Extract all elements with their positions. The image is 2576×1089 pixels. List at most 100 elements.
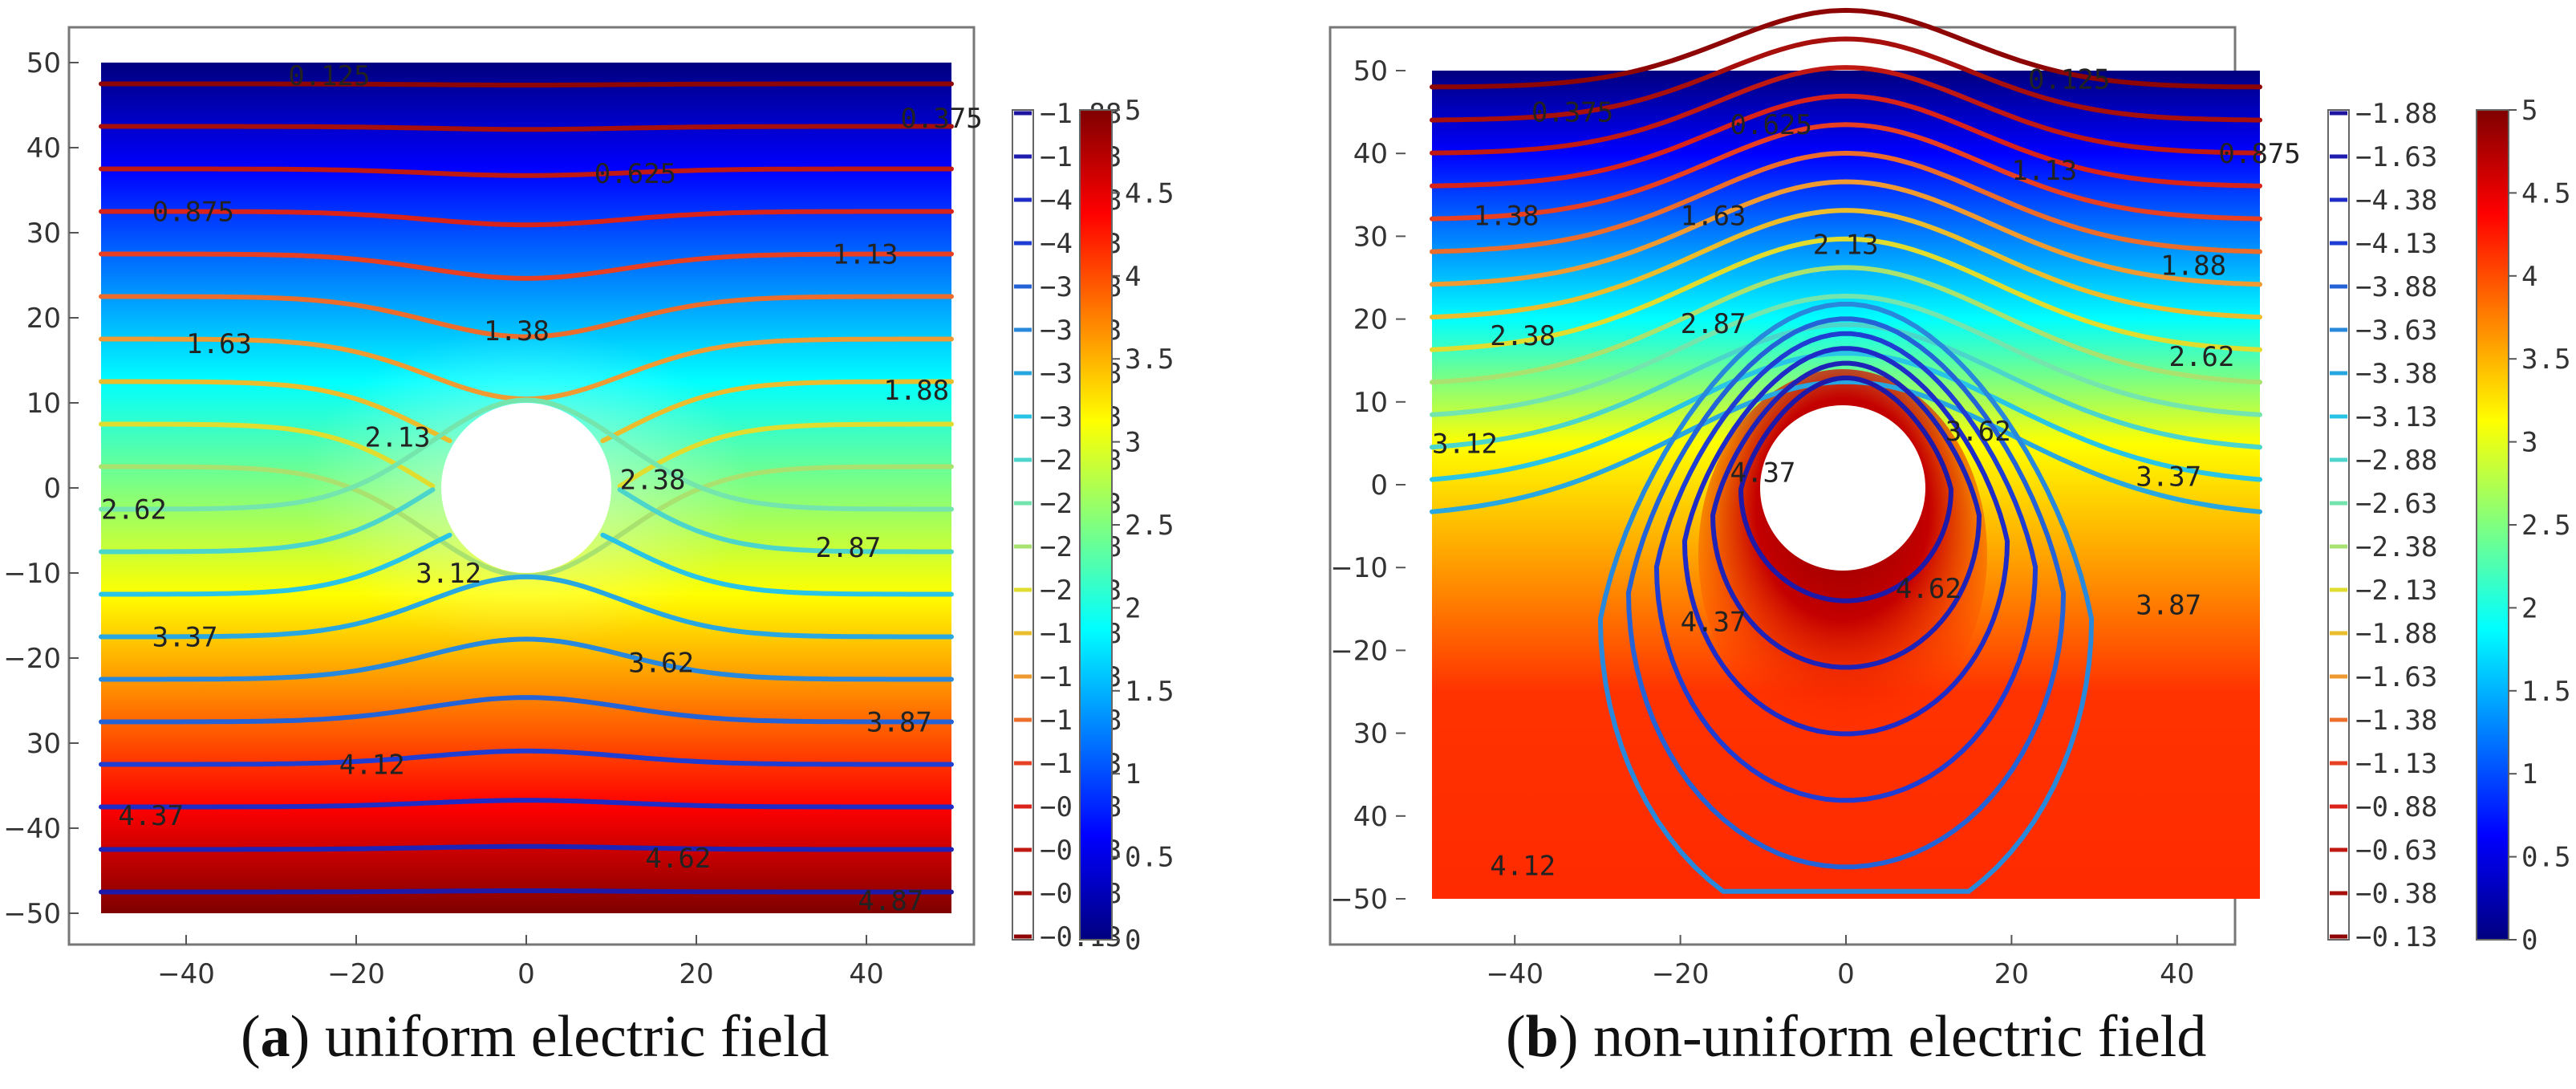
y-tick-label: −50 [3, 898, 61, 930]
y-tick-label: −40 [3, 813, 61, 845]
contour-line [99, 294, 954, 339]
contour-label: 1.88 [2160, 250, 2226, 282]
contour-label: 2.38 [620, 464, 686, 496]
contour-label: 0.875 [152, 197, 234, 229]
contour-line [99, 532, 954, 597]
level-label: −1.13 [2355, 748, 2437, 780]
contour-level-legend-b: −1.88 −1.63 −4.38 −4.13 −3.88 −3.63 −3.38 −3.13… [2327, 98, 2437, 953]
level-label: −2.13 [2355, 575, 2437, 607]
contour-line [1430, 208, 2262, 320]
x-tick-label: −20 [1652, 958, 1710, 990]
contour-label: 3.37 [2136, 461, 2201, 494]
contour-label: 1.13 [2011, 155, 2077, 187]
level-label: −4.13 [2355, 228, 2437, 260]
y-tick-label: 20 [26, 303, 61, 335]
contour-line [99, 209, 954, 228]
colorbar-strip-b [2476, 109, 2509, 941]
contour-line [99, 636, 954, 682]
contour-label: 3.87 [866, 707, 932, 739]
contour-label: 3.12 [1432, 428, 1498, 460]
contour-line [99, 166, 954, 178]
contour-label: 1.38 [484, 315, 550, 347]
contour-line [1430, 322, 2262, 450]
contour-label: 4.12 [1490, 851, 1556, 883]
colorbar-tick-label: 0 [1125, 924, 1141, 957]
contour-line [1597, 302, 2095, 894]
y-tick-label: 10 [26, 388, 61, 420]
level-label: −2.38 [2355, 531, 2437, 563]
contour-label: 2.62 [2168, 341, 2234, 373]
level-label: −0.63 [2355, 835, 2437, 867]
contour-line [1430, 93, 2262, 189]
colorbar-tick-label: 2.5 [2521, 510, 2570, 542]
contour-label: 0.875 [2218, 138, 2300, 170]
level-label: −1.63 [2355, 141, 2437, 173]
contour-label: 3.62 [1945, 416, 2011, 448]
contour-label: 1.13 [833, 239, 899, 271]
colorbar-tick-label: 4 [1125, 261, 1141, 293]
contour-line [99, 843, 954, 852]
contour-label: 0.125 [288, 60, 370, 92]
y-tick-label: 40 [1353, 138, 1388, 170]
y-tick-label: −20 [1330, 635, 1388, 667]
x-axis-ticks-a: −40 −20 0 20 40 [157, 935, 884, 990]
contour-line [99, 421, 954, 489]
contour-label: 0.625 [1730, 109, 1812, 141]
contour-label: 3.87 [2136, 590, 2201, 622]
contour-line [99, 888, 954, 895]
contour-line [1430, 379, 2262, 514]
contour-label: 3.62 [628, 647, 694, 679]
contour-line [99, 695, 954, 725]
colorbar-tick-label: 5 [2521, 95, 2537, 127]
contours-b [1430, 7, 2262, 894]
x-tick-label: 0 [517, 958, 535, 990]
y-tick-label: −50 [1330, 884, 1388, 916]
y-axis-ticks-a: 50 40 30 20 10 0 −10 −20 30 −40 −50 [3, 47, 79, 930]
contour-line [1738, 376, 1953, 603]
contour-line [1430, 150, 2262, 254]
contour-line [1430, 122, 2262, 221]
level-label: −2.88 [2355, 445, 2437, 477]
colorbar-tick-label: 2 [1125, 592, 1141, 624]
caption-text-a: uniform electric field [324, 1004, 830, 1070]
y-tick-label: 40 [1353, 801, 1388, 833]
y-tick-label: 0 [43, 473, 61, 505]
contour-line [1653, 331, 2038, 803]
level-label: −2.63 [2355, 488, 2437, 520]
y-tick-label: 50 [1353, 55, 1388, 87]
hole-a [441, 403, 611, 573]
contour-line [99, 124, 954, 132]
contour-label: 1.88 [883, 375, 949, 407]
colorbar-tick-label: 1 [1125, 758, 1141, 790]
colorbar-tick-label: 3 [1125, 427, 1141, 459]
colorbar-a: 5 4.5 4 3.5 3 2.5 2 1.5 1 0.5 0 [1079, 95, 1174, 957]
contour-line [99, 379, 954, 444]
contour-line [99, 81, 954, 87]
level-label: −1.88 [2355, 98, 2437, 130]
contour-label: 4.87 [858, 885, 923, 917]
contour-label: 0.375 [900, 103, 982, 135]
level-label: −3.13 [2355, 401, 2437, 433]
level-legend-frame [2327, 109, 2350, 941]
level-label: −3.63 [2355, 315, 2437, 347]
y-tick-label: 50 [26, 47, 61, 79]
y-tick-label: 30 [26, 728, 61, 760]
contour-line [1430, 351, 2262, 482]
contour-line [99, 574, 954, 640]
contour-line [99, 487, 954, 555]
colorbar-tick-label: 1.5 [2521, 676, 2570, 708]
y-tick-label: −20 [3, 643, 61, 675]
colorbar-b: 5 4.5 4 3.5 3 2.5 2 1.5 1 0.5 0 [2476, 95, 2570, 957]
colorbar-tick-label: 3.5 [2521, 343, 2570, 376]
panel-label-a: a [260, 1004, 290, 1070]
hole-b [1760, 405, 1925, 571]
y-tick-label: 30 [26, 217, 61, 250]
level-label: −3.88 [2355, 271, 2437, 303]
level-label: −3.38 [2355, 358, 2437, 390]
colorbar-tick-label: 3 [2521, 427, 2537, 459]
contour-labels-a: 0.125 0.375 0.625 0.875 1.13 1.38 1.63 1.88 2.13… [101, 60, 983, 917]
level-label: −0.88 [2355, 791, 2437, 823]
contour-label: 1.63 [1681, 201, 1746, 233]
y-axis-ticks-b: 50 40 30 20 10 0 −10 −20 30 40 −50 [1330, 55, 1406, 916]
y-tick-label: 30 [1353, 221, 1388, 253]
